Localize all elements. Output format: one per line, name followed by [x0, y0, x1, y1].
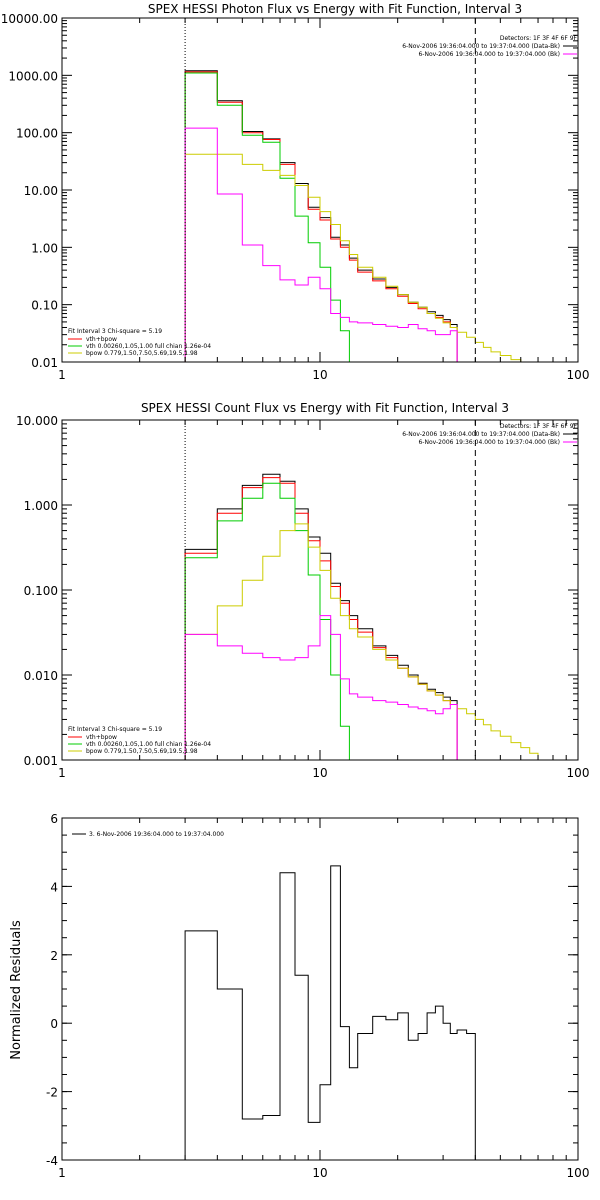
chart-title: SPEX HESSI Photon Flux vs Energy with Fi… [148, 2, 522, 16]
legend-entry: bpow 0.779,1.50,7.50,5.69,19.5,1.98 [86, 748, 198, 755]
legend-entry: 3. 6-Nov-2006 19:36:04.000 to 19:37:04.0… [89, 831, 224, 838]
series-line [184, 72, 359, 362]
legend-header: Fit Interval 3 Chi-square = 5.19 [68, 328, 162, 335]
count-flux-panel: SPEX HESSI Count Flux vs Energy with Fit… [16, 401, 589, 780]
plot-area: 1 10 100 0.01 0.10 1.00 10.00 100.00 1000.00 1000… [1, 12, 590, 382]
legend-entry: 6-Nov-2006 19:36:04.000 to 19:37:04.000 … [418, 439, 560, 446]
legend-entry: vth 0.00260,1.05,1.00 full chian 1.26e-0… [86, 741, 211, 748]
series-line [184, 615, 458, 760]
y-tick-label: 0.001 [24, 754, 58, 768]
legend-header: Detectors: 1F 3F 4F 6F 9F [500, 35, 578, 42]
y-axis-label: Normalized Residuals [9, 920, 24, 1060]
series-group [184, 473, 567, 760]
series-line [184, 70, 458, 362]
plot-area: 1 10 100 0.001 0.010 0.100 1.000 10.000 [16, 414, 589, 780]
x-tick-label: 100 [567, 766, 590, 780]
legend-left: Fit Interval 3 Chi-square = 5.19 vth+bpo… [68, 328, 211, 357]
x-tick-label: 100 [567, 1166, 590, 1180]
x-tick-label: 10 [312, 766, 327, 780]
x-tick-label: 10 [312, 368, 327, 382]
y-tick-label: -2 [46, 1086, 58, 1100]
legend-right: Detectors: 1F 3F 4F 6F 9F 6-Nov-2006 19:… [402, 35, 577, 58]
residuals-panel: 1 10 100 -4 -2 0 2 4 6 Normalized Residuals 3. 6… [9, 812, 589, 1180]
y-tick-label: 1000.00 [8, 69, 58, 83]
y-tick-label: 6 [50, 812, 58, 826]
legend-entry: 6-Nov-2006 19:36:04.000 to 19:37:04.000 … [402, 431, 560, 438]
series-line [184, 482, 359, 760]
x-tick-label: 1 [58, 1166, 66, 1180]
y-tick-label: 2 [50, 949, 58, 963]
y-tick-label: 0.010 [24, 669, 58, 683]
series-group [184, 70, 539, 362]
legend-entry: vth+bpow [86, 734, 117, 741]
series-line [184, 473, 458, 760]
series-line [184, 523, 567, 760]
x-tick-label: 10 [312, 1166, 327, 1180]
legend-entry: 6-Nov-2006 19:36:04.000 to 19:37:04.000 … [402, 43, 560, 50]
legend-header: Fit Interval 3 Chi-square = 5.19 [68, 726, 162, 733]
series-line [184, 865, 476, 1160]
y-tick-label: 10.000 [16, 414, 58, 428]
x-tick-label: 1 [58, 368, 66, 382]
series-line [184, 127, 458, 362]
y-tick-label: 0.01 [31, 356, 58, 370]
y-tick-label: 0 [50, 1017, 58, 1031]
y-tick-label: 1.000 [24, 499, 58, 513]
y-tick-label: 0.100 [24, 584, 58, 598]
legend-left: Fit Interval 3 Chi-square = 5.19 vth+bpo… [68, 726, 211, 755]
y-tick-label: -4 [46, 1154, 58, 1168]
legend-entry: 6-Nov-2006 19:36:04.000 to 19:37:04.000 … [418, 51, 560, 58]
series-line [184, 153, 539, 362]
x-axis: 1 10 100 [58, 818, 589, 1180]
x-tick-label: 1 [58, 766, 66, 780]
y-axis: 0.001 0.010 0.100 1.000 10.000 [16, 414, 578, 768]
y-tick-label: 4 [50, 880, 58, 894]
legend-right: Detectors: 1F 3F 4F 6F 9F 6-Nov-2006 19:… [402, 423, 577, 446]
y-axis: 0.01 0.10 1.00 10.00 100.00 1000.00 10000.00 [1, 12, 578, 370]
y-tick-label: 10.00 [24, 184, 58, 198]
legend-entry: vth+bpow [86, 336, 117, 343]
y-tick-label: 100.00 [16, 127, 58, 141]
y-axis: -4 -2 0 2 4 6 [46, 812, 578, 1168]
y-tick-label: 1.00 [31, 241, 58, 255]
plot-area: 1 10 100 -4 -2 0 2 4 6 [46, 812, 589, 1180]
legend-entry: bpow 0.779,1.50,7.50,5.69,19.5,1.98 [86, 350, 198, 357]
series-group [184, 865, 476, 1160]
y-tick-label: 10000.00 [1, 12, 58, 26]
legend-left: 3. 6-Nov-2006 19:36:04.000 to 19:37:04.0… [72, 831, 224, 838]
chart-title: SPEX HESSI Count Flux vs Energy with Fit… [141, 401, 509, 415]
y-tick-label: 0.10 [31, 299, 58, 313]
x-axis: 1 10 100 [58, 18, 589, 382]
legend-header: Detectors: 1F 3F 4F 6F 9F [500, 423, 578, 430]
x-axis: 1 10 100 [58, 420, 589, 780]
legend-entry: vth 0.00260,1.05,1.00 full chian 1.26e-0… [86, 343, 211, 350]
photon-flux-panel: SPEX HESSI Photon Flux vs Energy with Fi… [1, 2, 590, 382]
x-tick-label: 100 [567, 368, 590, 382]
